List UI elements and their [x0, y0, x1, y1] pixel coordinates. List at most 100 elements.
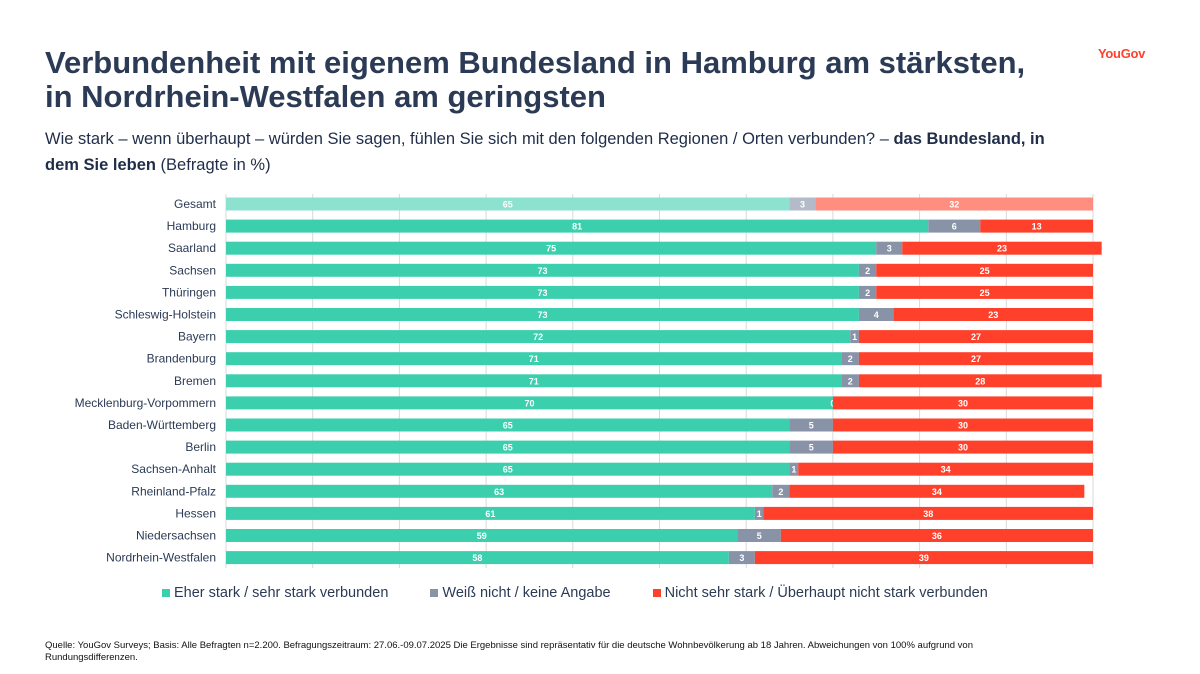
data-label: 2 [848, 354, 853, 364]
bar-segment-strong [226, 285, 859, 299]
bar-segment-strong [226, 241, 877, 255]
bar-segment-weak [832, 440, 1093, 454]
data-label: 5 [757, 531, 762, 541]
bar-segment-strong [226, 219, 929, 233]
legend-item-unknown: Weiß nicht / keine Angabe [430, 585, 611, 601]
data-label: 73 [537, 288, 547, 298]
subtitle-emphasis: das Bundesland, in dem Sie leben [45, 130, 1045, 174]
bar-segment-unknown [772, 484, 790, 498]
data-label: 59 [477, 531, 487, 541]
category-label: Schleswig-Holstein [115, 308, 216, 322]
category-label: Berlin [185, 440, 216, 454]
bar-segment-strong [226, 396, 833, 410]
bar-segment-strong [226, 440, 790, 454]
data-label: 13 [1032, 222, 1042, 232]
bar-segment-strong [226, 263, 859, 277]
data-label: 34 [932, 487, 942, 497]
legend-swatch [162, 589, 170, 597]
legend-label: Eher stark / sehr stark verbunden [174, 585, 389, 601]
data-label: 71 [529, 354, 539, 364]
chart-legend: Eher stark / sehr stark verbunden Weiß ni… [162, 585, 988, 601]
data-label: 65 [503, 465, 513, 475]
bar-segment-unknown [789, 440, 833, 454]
data-label: 2 [848, 376, 853, 386]
category-label: Saarland [168, 241, 216, 255]
data-label: 6 [952, 222, 957, 232]
subtitle-unit: (Befragte in %) [155, 156, 271, 174]
data-label: 75 [546, 244, 556, 254]
legend-item-weak: Nicht sehr stark / Überhaupt nicht stark… [652, 585, 988, 601]
data-label: 2 [778, 487, 783, 497]
data-label: 81 [572, 222, 582, 232]
bar-segment-strong [226, 551, 729, 565]
bar-segment-strong [226, 352, 842, 366]
category-label: Bremen [174, 374, 216, 388]
category-label: Hessen [175, 506, 216, 520]
data-label: 39 [919, 553, 929, 563]
data-label: 1 [757, 509, 762, 519]
category-label: Hamburg [167, 219, 216, 233]
bar-segment-weak [754, 551, 1093, 565]
category-labels: Gesamt Hamburg Saarland Sachsen Thüringen Sch… [75, 197, 217, 565]
data-label: 61 [485, 509, 495, 519]
bar-segment-strong [226, 418, 790, 432]
data-label: 65 [503, 200, 513, 210]
data-label: 25 [980, 266, 990, 276]
legend-label: Nicht sehr stark / Überhaupt nicht stark… [664, 585, 988, 601]
bar-segment-unknown [858, 308, 894, 321]
data-label: 23 [997, 244, 1007, 254]
category-label: Mecklenburg-Vorpommern [75, 396, 216, 410]
bar-segment-strong [226, 374, 842, 388]
legend-item-strong: Eher stark / sehr stark verbunden [162, 585, 388, 601]
bar-segment-strong [226, 484, 773, 498]
data-label: 32 [949, 200, 959, 210]
data-label: 27 [971, 354, 981, 364]
bar-segment-unknown [858, 263, 877, 277]
data-label: 23 [988, 310, 998, 320]
category-label: Brandenburg [147, 352, 216, 366]
bar-segment-weak [893, 308, 1093, 321]
source-footnote: Quelle: YouGov Surveys; Basis: Alle Befr… [45, 640, 973, 663]
category-label: Gesamt [174, 197, 217, 211]
category-label: Thüringen [162, 285, 216, 299]
bar-segment-weak [763, 506, 1093, 520]
data-label: 1 [852, 332, 857, 342]
category-label: Baden-Württemberg [108, 418, 216, 432]
data-label: 38 [923, 509, 933, 519]
data-label: 58 [472, 553, 482, 563]
bar-segment-weak [815, 197, 1093, 211]
data-label: 34 [941, 465, 951, 475]
bar-segment-strong [226, 330, 851, 344]
data-label: 3 [887, 244, 892, 254]
data-label: 30 [958, 398, 968, 408]
bar-segment-unknown [789, 197, 816, 211]
data-label: 4 [874, 310, 879, 320]
data-label: 3 [800, 200, 805, 210]
bar-segment-weak [858, 330, 1093, 344]
bar-segment-weak [832, 418, 1093, 432]
data-label: 25 [980, 288, 990, 298]
data-label: 73 [537, 310, 547, 320]
bar-segment-strong [226, 462, 790, 476]
data-label: 27 [971, 332, 981, 342]
bar-segment-unknown [728, 551, 755, 565]
bar-segment-unknown [858, 285, 877, 299]
data-label: 28 [975, 376, 985, 386]
data-label: 73 [537, 266, 547, 276]
bar-segment-weak [798, 462, 1093, 476]
data-label: 70 [524, 398, 534, 408]
data-label: 3 [739, 553, 744, 563]
bar-segment-weak [876, 285, 1093, 299]
bar-segment-unknown [841, 374, 859, 388]
bar-segment-strong [226, 197, 790, 211]
yougov-logo: YouGov [1098, 46, 1146, 61]
bar-segment-weak [789, 484, 1085, 498]
bar-segment-strong [226, 308, 859, 321]
category-label: Bayern [178, 330, 216, 344]
bar-segment-strong [226, 529, 738, 542]
data-label: 36 [932, 531, 942, 541]
data-label: 2 [865, 288, 870, 298]
data-label: 1 [791, 465, 796, 475]
